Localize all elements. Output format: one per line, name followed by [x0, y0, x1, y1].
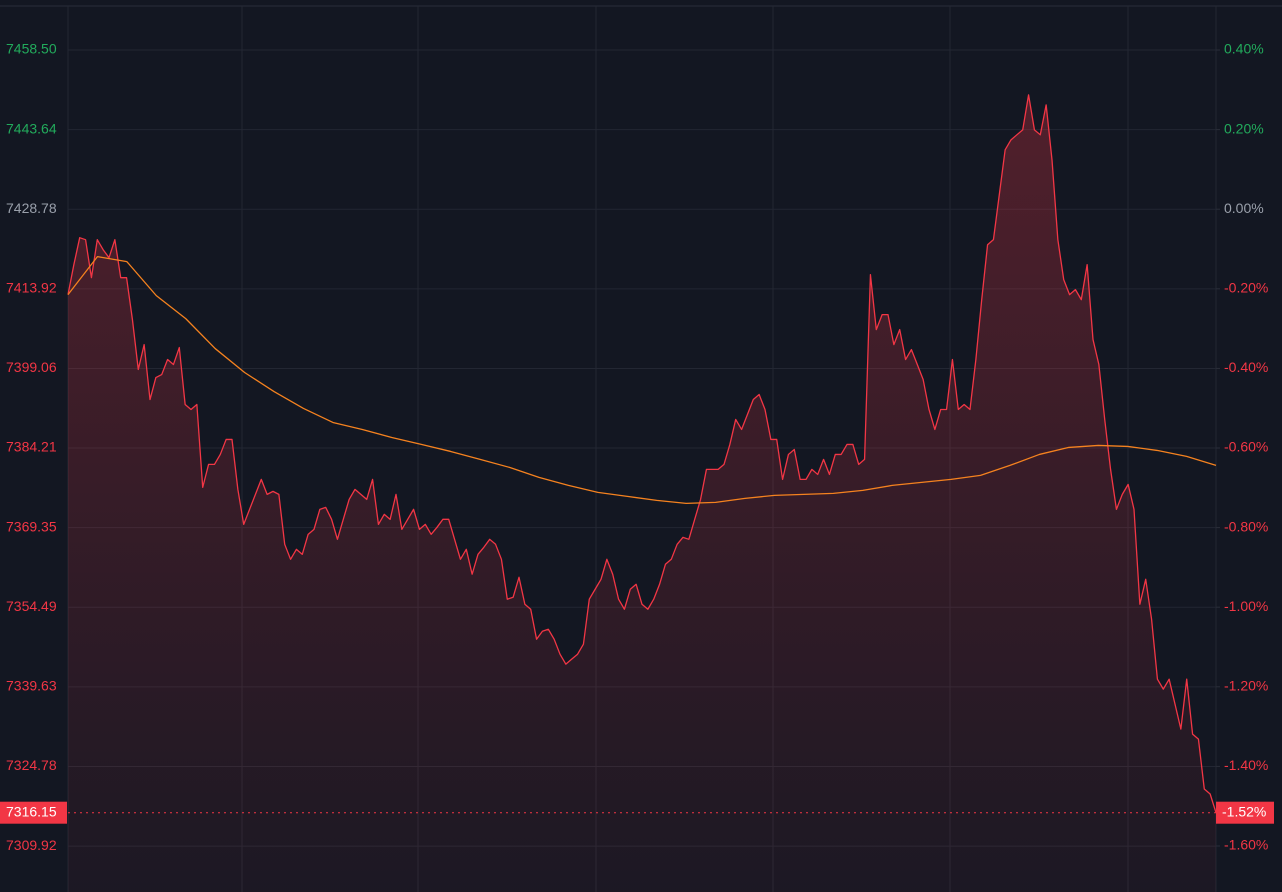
- last-change-box: [1216, 801, 1274, 824]
- y-tick-label: 7309.92: [6, 837, 57, 853]
- price-line: [67, 94, 1217, 813]
- price-area: [68, 94, 1216, 892]
- y2-tick-label: -0.20%: [1224, 280, 1268, 296]
- last-change-label: -1.52%: [1222, 803, 1266, 819]
- y2-tick-label: 0.20%: [1224, 120, 1264, 136]
- y-tick-label: 7443.64: [6, 120, 57, 136]
- y2-tick-label: -1.40%: [1224, 757, 1268, 773]
- y-tick-label: 7324.78: [6, 757, 57, 773]
- y2-tick-label: -0.60%: [1224, 439, 1268, 455]
- y-tick-label: 7458.50: [6, 41, 57, 57]
- y-tick-label: 7413.92: [6, 280, 57, 296]
- average-line: [67, 256, 1217, 505]
- y2-tick-label: -1.60%: [1224, 837, 1268, 853]
- y-tick-label: 7339.63: [6, 678, 57, 694]
- y-tick-label: 7354.49: [6, 598, 57, 614]
- y-tick-label: 7399.06: [6, 359, 57, 375]
- y2-tick-label: -1.20%: [1224, 678, 1268, 694]
- y-tick-label: 7428.78: [6, 200, 57, 216]
- last-price-box: [0, 801, 67, 824]
- y2-tick-label: -0.80%: [1224, 518, 1268, 534]
- y2-tick-label: 0.00%: [1224, 200, 1264, 216]
- y2-tick-label: -0.40%: [1224, 359, 1268, 375]
- last-price-label: 7316.15: [6, 803, 57, 819]
- y-tick-label: 7384.21: [6, 439, 57, 455]
- y2-tick-label: 0.40%: [1224, 41, 1264, 57]
- y-tick-label: 7369.35: [6, 518, 57, 534]
- y2-tick-label: -1.00%: [1224, 598, 1268, 614]
